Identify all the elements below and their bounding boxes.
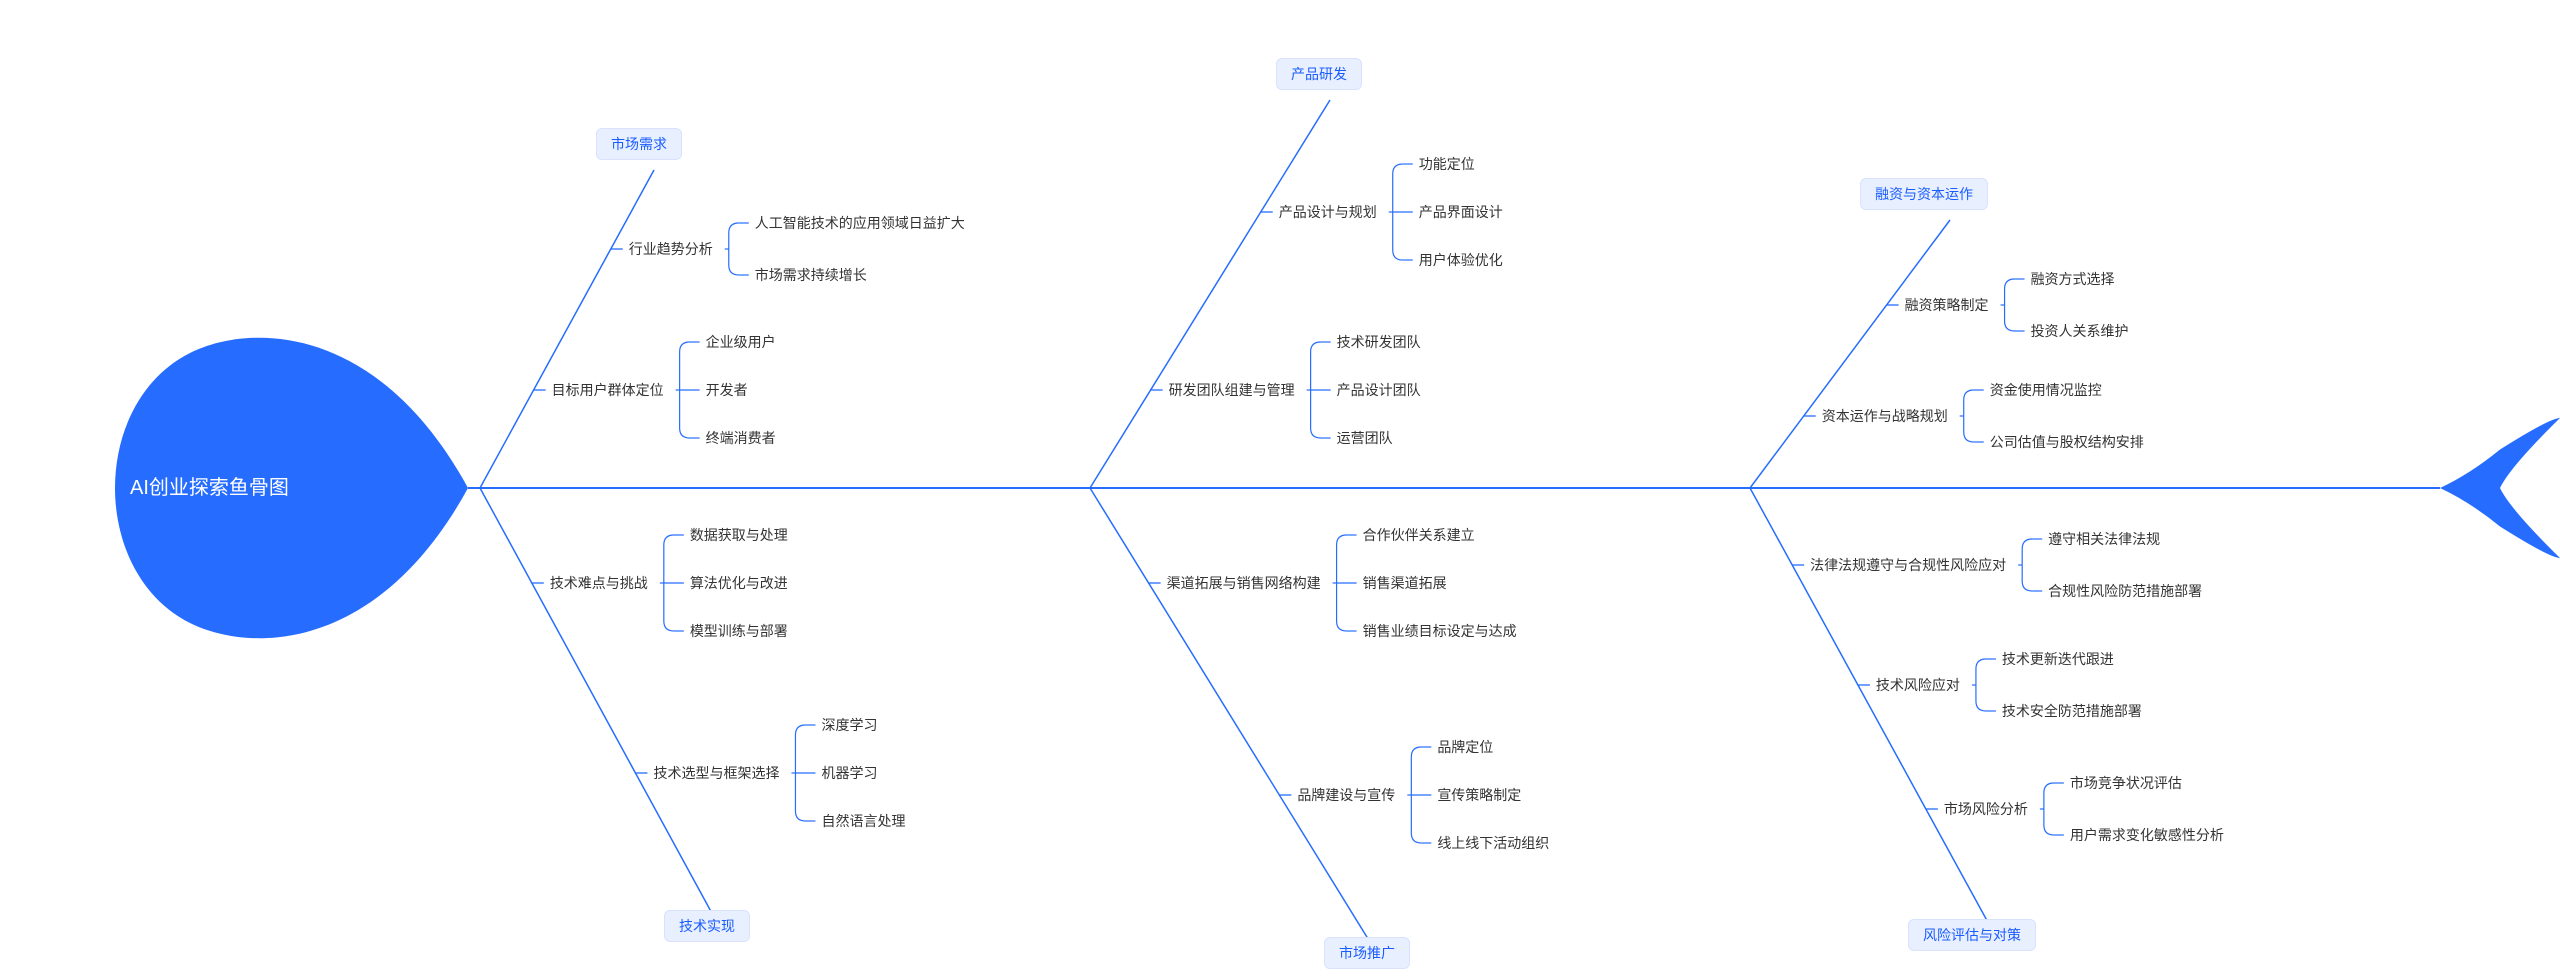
sub-b2-1: 技术选型与框架选择 bbox=[653, 766, 779, 780]
fish-tail bbox=[2440, 418, 2560, 558]
head-label: AI创业探索鱼骨图 bbox=[130, 478, 289, 498]
bone-b1 bbox=[480, 170, 654, 488]
leaf-b3-0-0: 功能定位 bbox=[1419, 157, 1475, 171]
leaf-b1-1-1: 开发者 bbox=[706, 383, 748, 397]
bone-b2 bbox=[480, 488, 720, 928]
leaf-b2-1-2: 自然语言处理 bbox=[821, 814, 905, 828]
leaf-b5-0-1: 投资人关系维护 bbox=[2031, 324, 2129, 338]
leaf-b6-1-0: 技术更新迭代跟进 bbox=[2002, 652, 2114, 666]
leaf-b1-0-0: 人工智能技术的应用领域日益扩大 bbox=[755, 216, 965, 230]
leaf-b6-0-1: 合规性风险防范措施部署 bbox=[2048, 584, 2202, 598]
leaf-b2-1-1: 机器学习 bbox=[821, 766, 877, 780]
sub-b6-0: 法律法规遵守与合规性风险应对 bbox=[1810, 558, 2006, 572]
category-b6: 风险评估与对策 bbox=[1908, 919, 2036, 951]
sub-b3-0: 产品设计与规划 bbox=[1279, 205, 1377, 219]
bone-b3 bbox=[1090, 100, 1330, 488]
sub-b3-1: 研发团队组建与管理 bbox=[1169, 383, 1295, 397]
leaf-b2-0-1: 算法优化与改进 bbox=[690, 576, 788, 590]
leaf-b6-1-1: 技术安全防范措施部署 bbox=[2002, 704, 2142, 718]
leaf-b4-0-1: 销售渠道拓展 bbox=[1363, 576, 1447, 590]
leaf-b5-1-0: 资金使用情况监控 bbox=[1990, 383, 2102, 397]
leaf-b6-0-0: 遵守相关法律法规 bbox=[2048, 532, 2160, 546]
leaf-b4-1-0: 品牌定位 bbox=[1437, 740, 1493, 754]
leaf-b4-1-2: 线上线下活动组织 bbox=[1437, 836, 1549, 850]
leaf-b4-0-2: 销售业绩目标设定与达成 bbox=[1363, 624, 1517, 638]
fishbone-diagram: AI创业探索鱼骨图 市场需求行业趋势分析 人工智能技术的应用领域日益扩大市场需求持续… bbox=[0, 0, 2560, 977]
leaf-b3-1-2: 运营团队 bbox=[1337, 431, 1393, 445]
sub-b5-0: 融资策略制定 bbox=[1905, 298, 1989, 312]
leaf-b3-1-0: 技术研发团队 bbox=[1337, 335, 1421, 349]
sub-b6-1: 技术风险应对 bbox=[1876, 678, 1960, 692]
category-b3: 产品研发 bbox=[1276, 58, 1362, 90]
leaf-b2-1-0: 深度学习 bbox=[821, 718, 877, 732]
category-b2: 技术实现 bbox=[664, 910, 750, 942]
leaf-b5-0-0: 融资方式选择 bbox=[2031, 272, 2115, 286]
leaf-b3-0-1: 产品界面设计 bbox=[1419, 205, 1503, 219]
leaf-b1-0-1: 市场需求持续增长 bbox=[755, 268, 867, 282]
leaf-b4-0-0: 合作伙伴关系建立 bbox=[1363, 528, 1475, 542]
sub-b5-1: 资本运作与战略规划 bbox=[1822, 409, 1948, 423]
sub-b4-1: 品牌建设与宣传 bbox=[1297, 788, 1395, 802]
category-b1: 市场需求 bbox=[596, 128, 682, 160]
sub-b1-0: 行业趋势分析 bbox=[629, 242, 713, 256]
leaf-b6-2-1: 用户需求变化敏感性分析 bbox=[2070, 828, 2224, 842]
leaf-b5-1-1: 公司估值与股权结构安排 bbox=[1990, 435, 2144, 449]
sub-b4-0: 渠道拓展与销售网络构建 bbox=[1167, 576, 1321, 590]
leaf-b2-0-2: 模型训练与部署 bbox=[690, 624, 788, 638]
leaf-b1-1-0: 企业级用户 bbox=[706, 335, 776, 349]
leaf-b4-1-1: 宣传策略制定 bbox=[1437, 788, 1521, 802]
leaf-b1-1-2: 终端消费者 bbox=[706, 431, 776, 445]
category-b5: 融资与资本运作 bbox=[1860, 178, 1988, 210]
bone-b6 bbox=[1750, 488, 1996, 937]
category-b4: 市场推广 bbox=[1324, 937, 1410, 969]
leaf-b6-2-0: 市场竞争状况评估 bbox=[2070, 776, 2182, 790]
sub-b1-1: 目标用户群体定位 bbox=[552, 383, 664, 397]
leaf-b2-0-0: 数据获取与处理 bbox=[690, 528, 788, 542]
leaf-b3-1-1: 产品设计团队 bbox=[1337, 383, 1421, 397]
sub-b6-2: 市场风险分析 bbox=[1944, 802, 2028, 816]
leaf-b3-0-2: 用户体验优化 bbox=[1419, 253, 1503, 267]
bone-b4 bbox=[1090, 488, 1378, 955]
sub-b2-0: 技术难点与挑战 bbox=[550, 576, 648, 590]
bone-b5 bbox=[1750, 220, 1950, 488]
